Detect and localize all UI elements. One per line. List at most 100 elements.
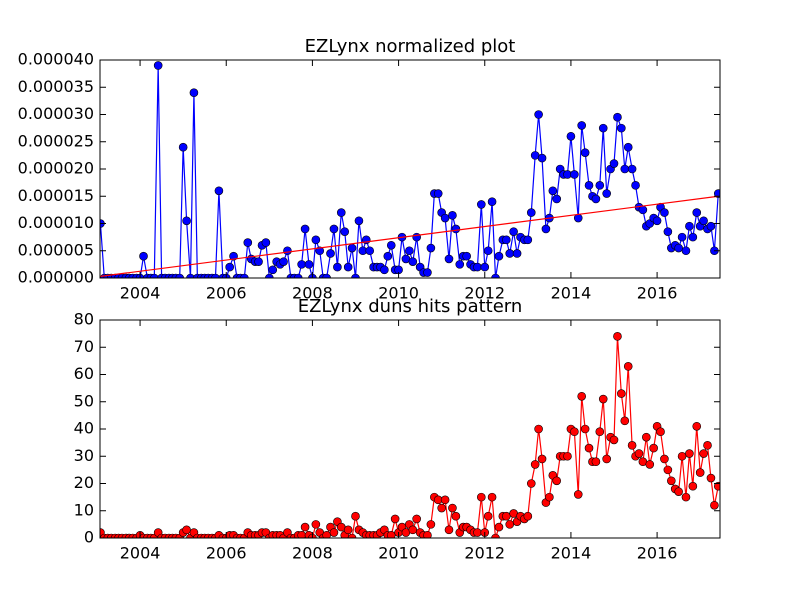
x-tick-label: 2016 [637,544,678,563]
data-point [692,421,702,431]
y-tick-label: 80 [74,310,94,329]
data-point [613,112,622,122]
data-point [667,476,676,486]
data-point [645,460,655,469]
data-point [343,262,353,272]
y-tick-label: 0.000010 [18,213,94,232]
data-point [265,273,274,278]
data-point [552,194,562,204]
data-point [229,251,238,261]
data-point [426,243,436,253]
data-point [660,454,669,464]
y-tick-label: 70 [74,337,94,356]
x-tick-label: 2016 [637,284,678,303]
data-point [591,194,601,204]
data-point [153,61,163,70]
data-point [494,251,504,261]
data-point [602,189,611,198]
data-point [598,123,608,133]
data-point [304,260,314,269]
data-point [613,332,622,341]
data-point [380,265,389,275]
data-point [311,520,321,529]
data-point [383,251,393,261]
y-tick-label: 0.000025 [18,131,94,150]
data-point [386,241,396,250]
data-point [530,460,540,469]
data-point [483,246,493,256]
data-point [534,424,543,434]
data-point [595,427,605,437]
data-point [437,503,446,513]
data-point [534,110,543,119]
data-point [584,443,594,453]
data-point [480,262,490,272]
data-point [512,249,522,258]
data-point [343,525,353,535]
data-point [405,246,414,256]
y-tick-label: 0.000000 [18,268,94,287]
data-point [677,451,687,461]
data-point [681,246,691,256]
y-tick-label: 50 [74,391,94,410]
data-point [333,262,342,272]
data-point [225,262,234,272]
data-point [609,435,619,445]
data-point [293,273,303,278]
data-point [663,227,673,236]
data-point [408,525,418,535]
series-line [100,195,719,277]
data-point [483,511,493,521]
y-tick-label: 30 [74,446,94,465]
y-tick-label: 0.000020 [18,159,94,178]
x-tick-label: 2004 [120,544,161,563]
x-tick-label: 2014 [551,284,592,303]
data-point [509,227,518,236]
data-point [487,197,497,206]
data-point [617,389,626,398]
data-point [703,441,712,450]
data-point [340,227,350,236]
data-point [526,208,536,217]
data-point [261,238,271,247]
data-point [186,273,195,278]
data-point [423,268,432,277]
data-point [634,449,644,458]
data-point [322,273,331,278]
data-point [354,216,364,226]
data-point [548,186,558,196]
y-tick-label: 60 [74,364,94,383]
data-point [627,164,637,174]
data-point [477,492,486,502]
data-point [491,533,500,538]
y-tick-label: 0.000015 [18,186,94,205]
data-point [139,251,148,261]
data-point [311,235,321,245]
chart-title: EZLynx normalized plot [305,36,516,57]
data-point [347,243,357,253]
data-point [501,235,511,245]
data-point [240,273,249,278]
data-point [713,189,720,198]
data-point [623,142,633,152]
data-point [570,427,579,437]
data-point [566,132,576,141]
x-tick-label: 2008 [292,284,333,303]
data-point [688,481,698,491]
x-tick-label: 2012 [464,544,505,563]
data-point [552,476,562,486]
data-point [283,246,292,256]
data-point [652,216,662,226]
data-point [351,511,360,521]
y-tick-label: 10 [74,500,94,519]
data-point [408,257,418,266]
y-tick-label: 0.000040 [18,50,94,69]
x-tick-label: 2004 [120,284,161,303]
data-point [523,235,533,245]
y-tick-label: 0.000005 [18,240,94,259]
x-tick-label: 2010 [378,544,419,563]
data-point [620,164,630,174]
data-point [580,424,590,434]
data-point [505,520,515,529]
